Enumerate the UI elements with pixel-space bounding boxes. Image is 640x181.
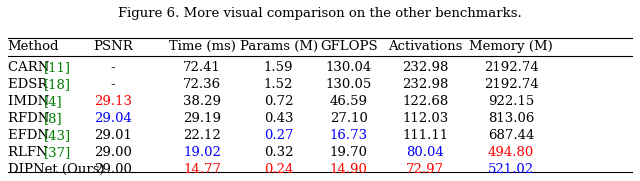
Text: 0.72: 0.72 bbox=[264, 95, 293, 108]
Text: 232.98: 232.98 bbox=[402, 61, 449, 74]
Text: Time (ms): Time (ms) bbox=[169, 40, 236, 53]
Text: 72.36: 72.36 bbox=[183, 78, 221, 91]
Text: Memory (M): Memory (M) bbox=[469, 40, 553, 53]
Text: 14.77: 14.77 bbox=[183, 163, 221, 176]
Text: 72.97: 72.97 bbox=[406, 163, 444, 176]
Text: [8]: [8] bbox=[44, 112, 63, 125]
Text: RFDN: RFDN bbox=[8, 112, 53, 125]
Text: 2192.74: 2192.74 bbox=[484, 61, 538, 74]
Text: 922.15: 922.15 bbox=[488, 95, 534, 108]
Text: [43]: [43] bbox=[44, 129, 71, 142]
Text: 29.00: 29.00 bbox=[94, 146, 132, 159]
Text: 1.59: 1.59 bbox=[264, 61, 293, 74]
Text: 813.06: 813.06 bbox=[488, 112, 534, 125]
Text: 130.04: 130.04 bbox=[326, 61, 372, 74]
Text: 19.70: 19.70 bbox=[330, 146, 367, 159]
Text: EDSR: EDSR bbox=[8, 78, 51, 91]
Text: 112.03: 112.03 bbox=[402, 112, 448, 125]
Text: 1.52: 1.52 bbox=[264, 78, 293, 91]
Text: 29.00: 29.00 bbox=[94, 163, 132, 176]
Text: Activations: Activations bbox=[388, 40, 462, 53]
Text: 16.73: 16.73 bbox=[330, 129, 368, 142]
Text: Method: Method bbox=[8, 40, 60, 53]
Text: PSNR: PSNR bbox=[93, 40, 132, 53]
Text: 46.59: 46.59 bbox=[330, 95, 367, 108]
Text: [37]: [37] bbox=[44, 146, 71, 159]
Text: 0.43: 0.43 bbox=[264, 112, 293, 125]
Text: 29.01: 29.01 bbox=[94, 129, 132, 142]
Text: [4]: [4] bbox=[44, 95, 63, 108]
Text: 232.98: 232.98 bbox=[402, 78, 449, 91]
Text: 29.13: 29.13 bbox=[94, 95, 132, 108]
Text: 38.29: 38.29 bbox=[183, 95, 221, 108]
Text: 687.44: 687.44 bbox=[488, 129, 534, 142]
Text: IMDN: IMDN bbox=[8, 95, 53, 108]
Text: 111.11: 111.11 bbox=[402, 129, 448, 142]
Text: Params (M): Params (M) bbox=[239, 40, 317, 53]
Text: DIPNet (Ours): DIPNet (Ours) bbox=[8, 163, 104, 176]
Text: GFLOPS: GFLOPS bbox=[320, 40, 378, 53]
Text: 14.90: 14.90 bbox=[330, 163, 367, 176]
Text: -: - bbox=[111, 61, 115, 74]
Text: [18]: [18] bbox=[44, 78, 71, 91]
Text: 122.68: 122.68 bbox=[402, 95, 448, 108]
Text: 19.02: 19.02 bbox=[183, 146, 221, 159]
Text: [11]: [11] bbox=[44, 61, 71, 74]
Text: 27.10: 27.10 bbox=[330, 112, 367, 125]
Text: 0.24: 0.24 bbox=[264, 163, 293, 176]
Text: 22.12: 22.12 bbox=[183, 129, 221, 142]
Text: 29.19: 29.19 bbox=[183, 112, 221, 125]
Text: 80.04: 80.04 bbox=[406, 146, 444, 159]
Text: 130.05: 130.05 bbox=[326, 78, 372, 91]
Text: 29.04: 29.04 bbox=[94, 112, 132, 125]
Text: 0.27: 0.27 bbox=[264, 129, 293, 142]
Text: -: - bbox=[111, 78, 115, 91]
Text: 494.80: 494.80 bbox=[488, 146, 534, 159]
Text: 521.02: 521.02 bbox=[488, 163, 534, 176]
Text: RLFN: RLFN bbox=[8, 146, 52, 159]
Text: Figure 6. More visual comparison on the other benchmarks.: Figure 6. More visual comparison on the … bbox=[118, 7, 522, 20]
Text: 0.32: 0.32 bbox=[264, 146, 293, 159]
Text: 2192.74: 2192.74 bbox=[484, 78, 538, 91]
Text: CARN: CARN bbox=[8, 61, 53, 74]
Text: EFDN: EFDN bbox=[8, 129, 53, 142]
Text: 72.41: 72.41 bbox=[183, 61, 221, 74]
